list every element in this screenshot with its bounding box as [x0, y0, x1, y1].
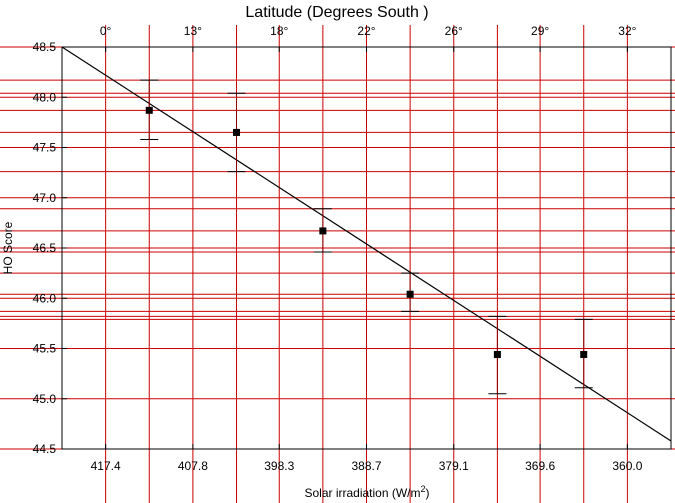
y-tick-label-7: 48.0 — [33, 90, 57, 104]
y-tick-label-4: 46.5 — [33, 241, 57, 255]
y-tick-label-1: 45.0 — [33, 392, 57, 406]
data-point-1 — [233, 128, 241, 136]
y-tick-label-8: 48.5 — [33, 40, 57, 54]
x-tick-label-top-4: 26° — [445, 24, 463, 38]
x-tick-label-top-0: 0° — [100, 24, 112, 38]
gridlines — [0, 25, 675, 503]
x-tick-label-bottom-6: 360.0 — [612, 459, 642, 473]
x-tick-label-bottom-4: 379.1 — [439, 459, 469, 473]
x-tick-label-bottom-2: 398.3 — [264, 459, 294, 473]
data-point-0 — [145, 106, 153, 114]
x-tick-label-bottom-3: 388.7 — [351, 459, 381, 473]
x-tick-label-top-1: 13° — [184, 24, 202, 38]
tick-labels: 44.5 45.0 45.5 46.0 46.5 47.0 47.5 48.0 48.5 417.… — [33, 24, 643, 473]
y-tick-label-0: 44.5 — [33, 442, 57, 456]
x-tick-label-top-5: 29° — [531, 24, 549, 38]
x-axis-label-main: Solar irradiation (W/m — [304, 486, 420, 500]
fit-line-group — [61, 46, 672, 442]
data-point-5 — [580, 351, 588, 359]
data-points — [145, 106, 588, 359]
data-point-4 — [493, 351, 501, 359]
y-tick-label-3: 46.0 — [33, 291, 57, 305]
x-tick-label-top-2: 18° — [270, 24, 288, 38]
y-tick-label-6: 47.5 — [33, 141, 57, 155]
y-axis-label: HO Score — [1, 221, 15, 274]
x-tick-label-bottom-1: 407.8 — [178, 459, 208, 473]
y-tick-label-2: 45.5 — [33, 342, 57, 356]
chart-title: Latitude (Degrees South ) — [245, 4, 428, 21]
x-tick-label-top-3: 22° — [357, 24, 375, 38]
data-point-2 — [319, 227, 327, 235]
y-tick-label-5: 47.0 — [33, 191, 57, 205]
axis-ticks — [62, 46, 628, 450]
x-axis-label: Solar irradiation (W/m2) — [304, 484, 429, 500]
x-tick-label-bottom-0: 417.4 — [91, 459, 121, 473]
data-point-3 — [406, 290, 414, 298]
x-tick-label-top-6: 32° — [618, 24, 636, 38]
fit-line — [61, 46, 672, 442]
x-axis-label-close: ) — [426, 486, 430, 500]
x-tick-label-bottom-5: 369.6 — [525, 459, 555, 473]
x-axis-label-superscript: 2 — [421, 484, 426, 494]
